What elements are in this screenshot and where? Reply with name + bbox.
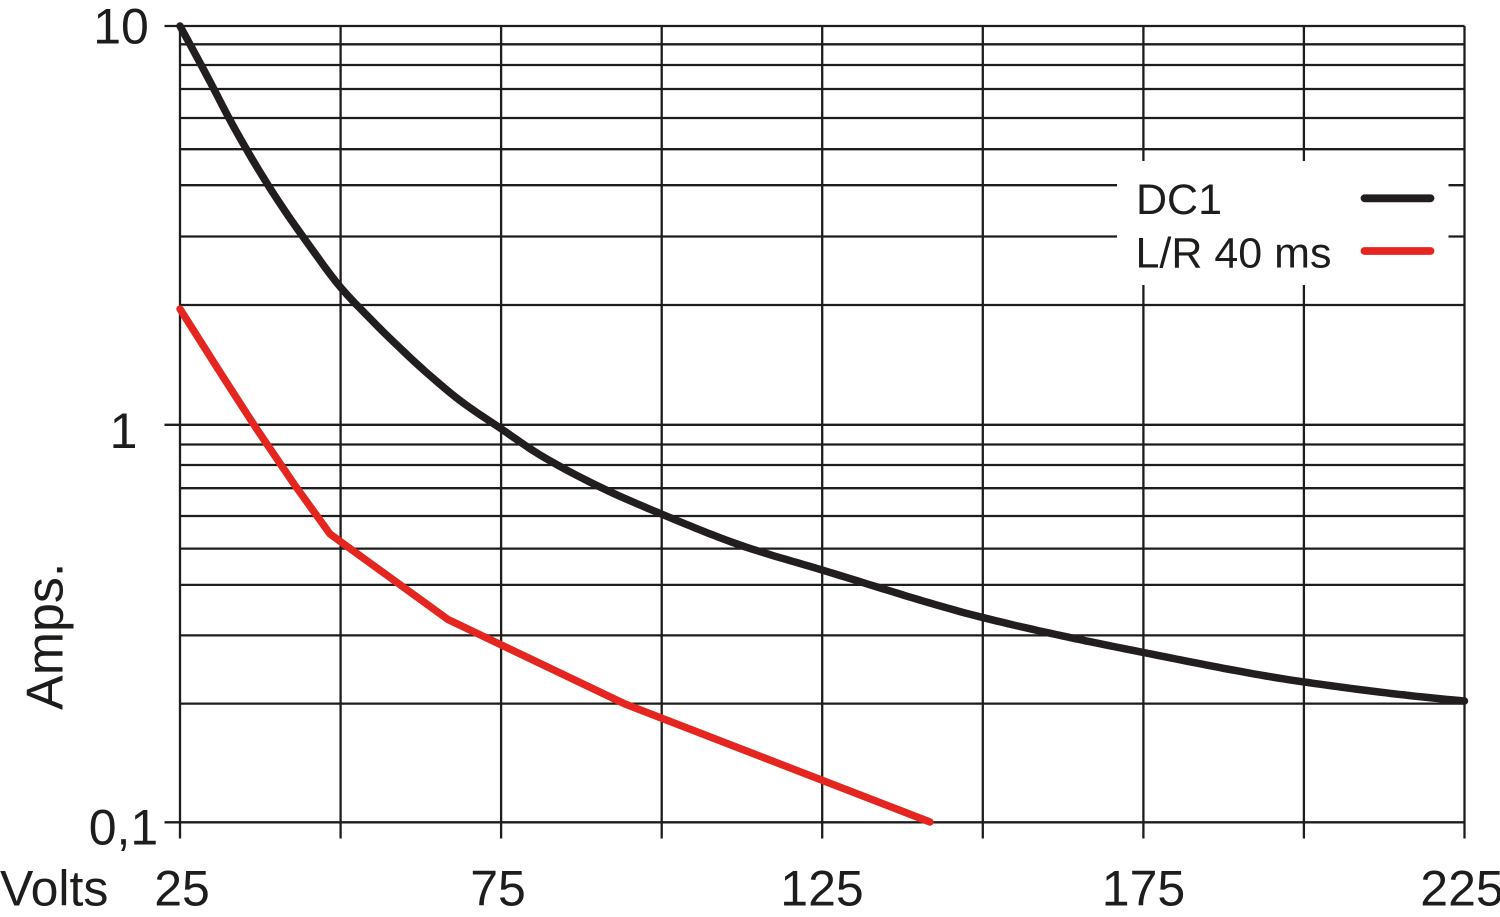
svg-text:1: 1: [110, 403, 138, 459]
svg-text:Amps.: Amps.: [17, 563, 75, 710]
svg-text:10: 10: [93, 0, 149, 54]
svg-text:75: 75: [470, 861, 526, 917]
svg-text:125: 125: [780, 861, 863, 917]
svg-text:Volts: Volts: [0, 861, 108, 917]
svg-text:L/R 40 ms: L/R 40 ms: [1136, 230, 1332, 278]
svg-text:175: 175: [1102, 861, 1185, 917]
svg-text:0,1: 0,1: [89, 799, 159, 855]
svg-text:25: 25: [154, 861, 210, 917]
svg-text:225: 225: [1420, 861, 1500, 917]
svg-text:DC1: DC1: [1136, 176, 1222, 224]
